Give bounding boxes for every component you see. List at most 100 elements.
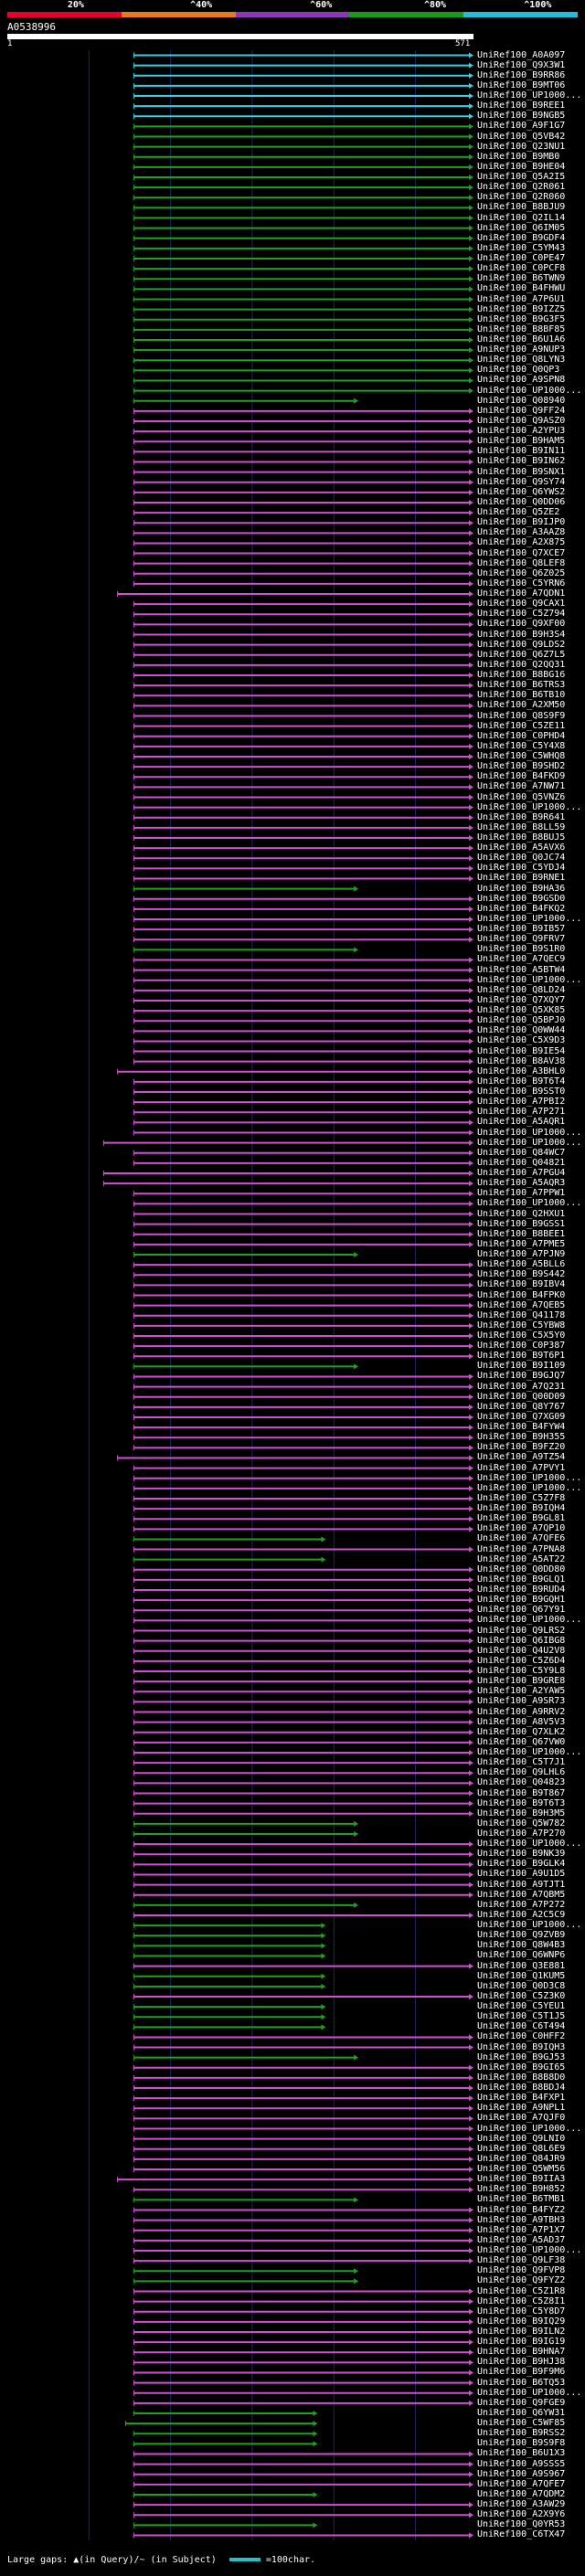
hit-bar[interactable] xyxy=(133,175,473,181)
hit-label[interactable]: UniRef100_Q6YW31 xyxy=(477,2407,566,2418)
hit-bar[interactable] xyxy=(133,133,473,140)
hit-label[interactable]: UniRef100_Q2R060 xyxy=(477,192,566,203)
hit-label[interactable]: UniRef100_UP1000... xyxy=(477,2387,582,2398)
hit-label[interactable]: UniRef100_A3AW29 xyxy=(477,2499,566,2510)
hit-bar[interactable] xyxy=(133,611,473,618)
hit-label[interactable]: UniRef100_Q0YR53 xyxy=(477,2519,566,2530)
hit-label[interactable]: UniRef100_Q0DD06 xyxy=(477,496,566,507)
hit-bar[interactable] xyxy=(133,1099,473,1106)
hit-bar[interactable] xyxy=(133,1892,473,1898)
hit-bar[interactable] xyxy=(133,1373,473,1380)
hit-label[interactable]: UniRef100_B4FKD9 xyxy=(477,771,566,782)
hit-label[interactable]: UniRef100_B4FYZ2 xyxy=(477,2204,566,2215)
hit-bar[interactable] xyxy=(133,2156,473,2162)
hit-label[interactable]: UniRef100_B4FHWU xyxy=(477,283,566,294)
hit-label[interactable]: UniRef100_B4FYW4 xyxy=(477,1422,566,1433)
hit-bar[interactable] xyxy=(102,1181,473,1187)
hit-label[interactable]: UniRef100_UP1000... xyxy=(477,1137,582,1148)
hit-bar[interactable] xyxy=(133,927,473,933)
hit-label[interactable]: UniRef100_Q6IBG8 xyxy=(477,1635,566,1646)
hit-label[interactable]: UniRef100_Q8LD24 xyxy=(477,984,566,995)
hit-bar[interactable] xyxy=(133,885,359,892)
hit-bar[interactable] xyxy=(133,1709,473,1715)
hit-bar[interactable] xyxy=(133,824,473,831)
hit-label[interactable]: UniRef100_Q2HXU1 xyxy=(477,1208,566,1219)
hit-bar[interactable] xyxy=(133,1566,473,1573)
hit-label[interactable]: UniRef100_B6U1X3 xyxy=(477,2448,566,2459)
hit-bar[interactable] xyxy=(133,1516,473,1522)
hit-bar[interactable] xyxy=(133,703,473,709)
hit-bar[interactable] xyxy=(133,2522,318,2528)
hit-bar[interactable] xyxy=(133,398,359,404)
hit-bar[interactable] xyxy=(133,2288,473,2295)
hit-label[interactable]: UniRef100_B9GSD0 xyxy=(477,893,566,904)
hit-label[interactable]: UniRef100_Q6WNP6 xyxy=(477,1950,566,1961)
hit-bar[interactable] xyxy=(117,2177,473,2183)
hit-bar[interactable] xyxy=(133,540,473,546)
hit-label[interactable]: UniRef100_A2YAW5 xyxy=(477,1686,566,1697)
hit-bar[interactable] xyxy=(133,1506,473,1512)
hit-bar[interactable] xyxy=(133,2064,473,2071)
hit-bar[interactable] xyxy=(133,906,473,912)
hit-bar[interactable] xyxy=(133,1993,473,1999)
hit-bar[interactable] xyxy=(133,1119,473,1126)
hit-bar[interactable] xyxy=(133,1495,473,1501)
hit-bar[interactable] xyxy=(133,1699,473,1705)
hit-bar[interactable] xyxy=(133,947,359,953)
hit-bar[interactable] xyxy=(133,2471,473,2477)
hit-label[interactable]: UniRef100_B8BF85 xyxy=(477,323,566,334)
hit-label[interactable]: UniRef100_B9HAM5 xyxy=(477,436,566,447)
hit-label[interactable]: UniRef100_B9IJP0 xyxy=(477,517,566,528)
hit-bar[interactable] xyxy=(133,2237,473,2243)
hit-label[interactable]: UniRef100_C0PHD4 xyxy=(477,730,566,741)
hit-bar[interactable] xyxy=(133,1465,473,1471)
hit-label[interactable]: UniRef100_C5YM43 xyxy=(477,242,566,253)
hit-bar[interactable] xyxy=(133,1882,473,1888)
hit-bar[interactable] xyxy=(133,834,473,841)
hit-bar[interactable] xyxy=(133,987,473,993)
hit-label[interactable]: UniRef100_Q5BPJ0 xyxy=(477,1015,566,1026)
hit-label[interactable]: UniRef100_Q5XK85 xyxy=(477,1005,566,1016)
hit-label[interactable]: UniRef100_Q7XQY7 xyxy=(477,994,566,1005)
hit-label[interactable]: UniRef100_B9MB0 xyxy=(477,151,560,162)
hit-bar[interactable] xyxy=(133,1353,473,1360)
hit-bar[interactable] xyxy=(133,1211,473,1217)
hit-bar[interactable] xyxy=(133,510,473,516)
hit-bar[interactable] xyxy=(133,2491,318,2497)
hit-bar[interactable] xyxy=(133,1129,473,1136)
hit-label[interactable]: UniRef100_B9MT06 xyxy=(477,80,566,90)
hit-label[interactable]: UniRef100_UP1000... xyxy=(477,90,582,101)
hit-label[interactable]: UniRef100_B6TB10 xyxy=(477,690,566,701)
hit-label[interactable]: UniRef100_B9S1R0 xyxy=(477,944,566,955)
hit-label[interactable]: UniRef100_A7PBI2 xyxy=(477,1097,566,1108)
hit-bar[interactable] xyxy=(133,2248,473,2254)
hit-bar[interactable] xyxy=(133,1089,473,1096)
hit-label[interactable]: UniRef100_B8BDJ4 xyxy=(477,2083,566,2094)
hit-bar[interactable] xyxy=(133,154,473,160)
hit-bar[interactable] xyxy=(133,1953,326,1959)
hit-label[interactable]: UniRef100_B9GJ53 xyxy=(477,2051,566,2062)
hit-label[interactable]: UniRef100_Q8W4B3 xyxy=(477,1940,566,1951)
hit-bar[interactable] xyxy=(133,2298,473,2305)
hit-bar[interactable] xyxy=(133,814,473,821)
hit-label[interactable]: UniRef100_B9HJ38 xyxy=(477,2357,566,2368)
hit-label[interactable]: UniRef100_B8AV38 xyxy=(477,1055,566,1066)
hit-label[interactable]: UniRef100_UP1000... xyxy=(477,385,582,396)
hit-label[interactable]: UniRef100_UP1000... xyxy=(477,1198,582,1209)
hit-label[interactable]: UniRef100_Q67VW0 xyxy=(477,1736,566,1747)
hit-label[interactable]: UniRef100_C5Z3K0 xyxy=(477,1990,566,2001)
hit-bar[interactable] xyxy=(133,1719,473,1725)
hit-label[interactable]: UniRef100_B9G3F5 xyxy=(477,313,566,324)
hit-bar[interactable] xyxy=(133,2105,473,2112)
hit-bar[interactable] xyxy=(133,2268,359,2274)
hit-label[interactable]: UniRef100_B9IE54 xyxy=(477,1045,566,1056)
hit-bar[interactable] xyxy=(133,2115,473,2122)
hit-label[interactable]: UniRef100_B9SNX1 xyxy=(477,466,566,477)
hit-label[interactable]: UniRef100_B9IZZ5 xyxy=(477,303,566,314)
hit-bar[interactable] xyxy=(133,1790,473,1797)
hit-bar[interactable] xyxy=(133,560,473,567)
hit-bar[interactable] xyxy=(133,2441,318,2447)
hit-label[interactable]: UniRef100_A2YPU3 xyxy=(477,426,566,437)
hit-bar[interactable] xyxy=(133,601,473,608)
hit-bar[interactable] xyxy=(133,1322,473,1329)
